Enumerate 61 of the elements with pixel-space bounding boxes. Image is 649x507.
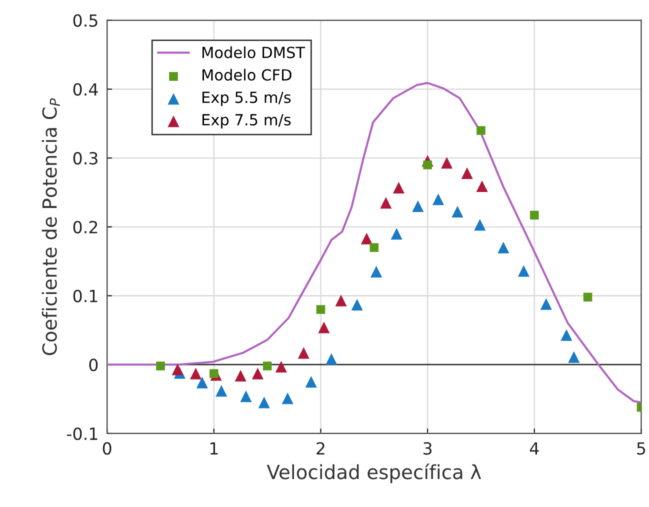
- point: [380, 196, 392, 209]
- point: [540, 298, 552, 310]
- point: [234, 370, 246, 382]
- y-tick-label: 0.4: [73, 83, 98, 96]
- y-tick-label: -0.1: [67, 427, 98, 440]
- point: [530, 210, 539, 220]
- point: [370, 266, 382, 278]
- point: [172, 364, 184, 376]
- point: [275, 360, 288, 372]
- point: [440, 157, 453, 169]
- x-axis-title: Velocidad específica λ: [266, 464, 482, 484]
- point: [370, 243, 379, 252]
- y-axis-title: Coeficiente de Potencia C$_{P}$: [42, 98, 60, 356]
- point: [392, 182, 405, 194]
- x-tick-label: 1: [210, 442, 218, 454]
- point: [568, 351, 580, 363]
- point: [461, 167, 473, 179]
- x-tick-label: 5: [637, 442, 646, 455]
- point: [560, 329, 572, 341]
- point: [452, 206, 464, 218]
- y-tick-label: 0.3: [73, 152, 98, 165]
- legend-label: Modelo DMST: [202, 46, 306, 58]
- point: [216, 384, 228, 397]
- y-tick-label: 0: [89, 358, 98, 372]
- point: [252, 368, 264, 380]
- point: [258, 396, 270, 408]
- legend-label: Exp 5.5 m/s: [202, 92, 291, 106]
- y-tick-label: 0.5: [73, 14, 98, 27]
- point: [583, 292, 592, 302]
- point: [210, 369, 218, 378]
- x-tick-label: 3: [424, 442, 432, 455]
- point: [423, 160, 432, 170]
- x-tick-label: 2: [316, 442, 324, 454]
- point: [326, 353, 338, 365]
- point: [412, 200, 424, 212]
- point: [476, 180, 488, 192]
- y-tick-label: 0.1: [73, 290, 98, 302]
- point: [262, 362, 272, 370]
- point: [390, 228, 402, 240]
- point: [316, 305, 326, 314]
- point: [196, 376, 208, 388]
- point: [432, 194, 444, 206]
- point: [474, 219, 486, 231]
- point: [282, 392, 294, 404]
- point: [476, 126, 486, 135]
- point: [318, 322, 330, 334]
- legend-label: Exp 7.5 m/s: [202, 114, 291, 128]
- point: [360, 232, 372, 244]
- x-tick-label: 4: [530, 442, 539, 454]
- point: [305, 376, 317, 388]
- point: [498, 242, 510, 254]
- point: [190, 368, 202, 380]
- legend-label: Modelo CFD: [202, 68, 292, 81]
- point: [335, 294, 347, 306]
- y-tick-label: 0.2: [73, 220, 98, 234]
- x-tick-label: 0: [102, 442, 112, 455]
- point: [156, 362, 165, 370]
- point: [240, 390, 252, 402]
- point: [351, 298, 363, 311]
- point: [518, 265, 530, 277]
- point: [298, 347, 310, 359]
